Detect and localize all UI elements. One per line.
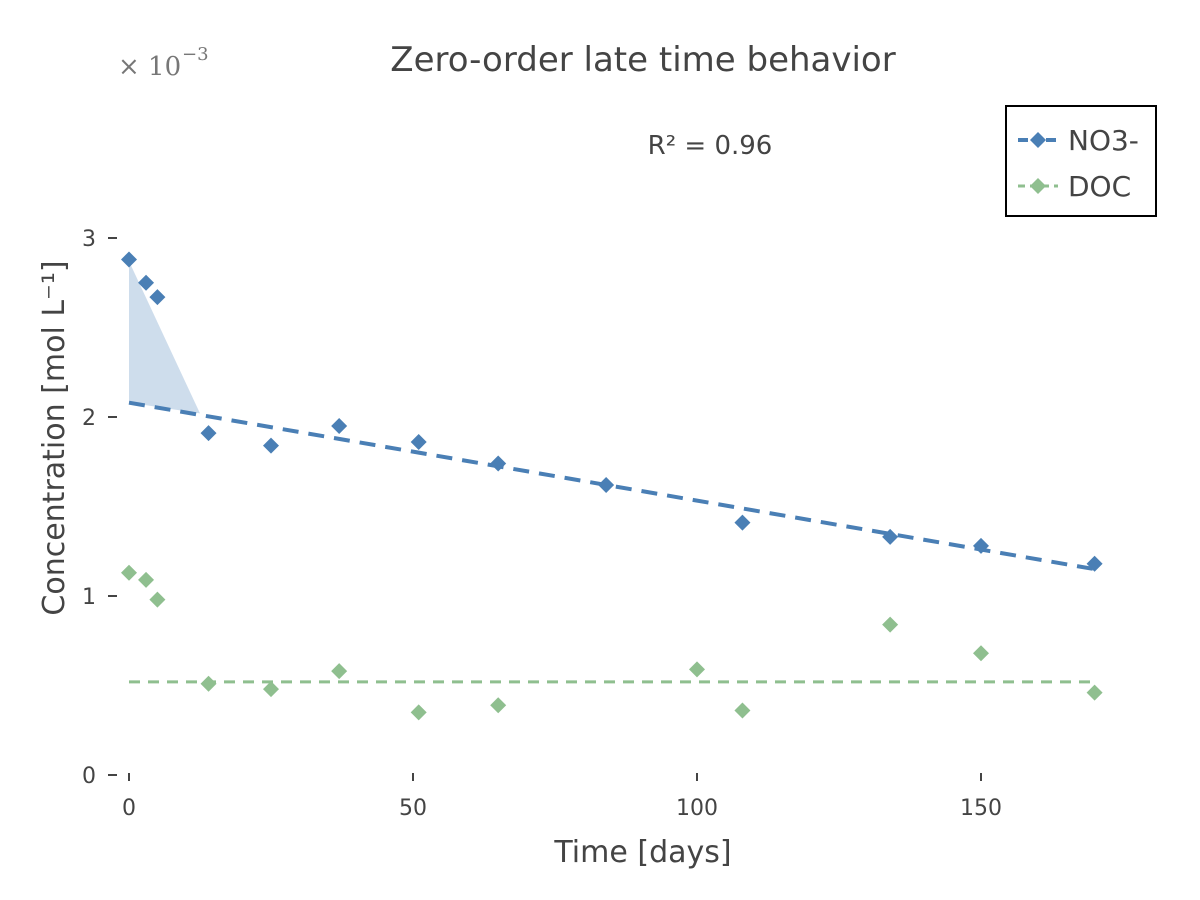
- no3-point-1: [138, 274, 155, 291]
- no3-point-2: [149, 289, 166, 306]
- doc-point-3: [200, 675, 217, 692]
- x-axis-label: Time [days]: [553, 835, 731, 870]
- x-axis: 0 50 100 150: [122, 773, 1002, 821]
- legend: NO3- DOC: [1005, 105, 1157, 217]
- y-axis-label: Concentration [mol L⁻¹]: [37, 260, 72, 615]
- y-tick-label-2: 2: [82, 406, 96, 431]
- y-multiplier-exponent: −3: [182, 44, 209, 65]
- doc-point-2: [149, 591, 166, 608]
- no3-point-0: [121, 251, 137, 268]
- y-axis: 0 1 2 3: [82, 227, 117, 789]
- doc-point-11: [973, 645, 989, 662]
- no3-point-9: [734, 514, 751, 531]
- doc-point-6: [410, 704, 427, 721]
- x-tick-label-150: 150: [960, 796, 1002, 821]
- no3-point-4: [263, 437, 279, 454]
- y-tick-label-0: 0: [82, 764, 96, 789]
- doc-point-10: [882, 616, 899, 633]
- legend-label-no3: NO3-: [1068, 124, 1139, 157]
- no3-shaded-region: [129, 261, 200, 414]
- doc-point-7: [490, 697, 507, 714]
- no3-point-5: [331, 417, 348, 434]
- doc-point-12: [1086, 684, 1103, 701]
- y-tick-label-3: 3: [82, 227, 96, 252]
- doc-point-8: [689, 661, 705, 678]
- legend-label-doc: DOC: [1068, 170, 1131, 203]
- legend-items: NO3- DOC: [1018, 124, 1139, 203]
- no3-point-8: [598, 477, 615, 494]
- legend-marker-doc: [1030, 178, 1046, 194]
- x-tick-label-0: 0: [122, 796, 136, 821]
- no3-point-12: [1086, 555, 1103, 572]
- plot-area: [121, 251, 1103, 721]
- doc-point-0: [121, 564, 137, 581]
- no3-fit-line: [128, 400, 1095, 572]
- doc-point-5: [331, 663, 348, 680]
- no3-point-7: [490, 455, 507, 472]
- y-tick-label-1: 1: [82, 585, 96, 610]
- no3-point-3: [200, 425, 217, 442]
- y-multiplier: × 10 −3: [118, 44, 209, 82]
- doc-point-1: [138, 571, 155, 588]
- chart-title: Zero-order late time behavior: [390, 40, 895, 80]
- x-tick-label-100: 100: [676, 796, 718, 821]
- legend-marker-no3: [1030, 132, 1046, 148]
- doc-point-9: [734, 702, 751, 719]
- doc-point-4: [263, 681, 279, 698]
- y-multiplier-base: × 10: [118, 52, 181, 82]
- no3-point-10: [882, 528, 899, 545]
- no3-point-6: [410, 434, 427, 451]
- x-tick-label-50: 50: [399, 796, 427, 821]
- r-squared-annotation: R² = 0.96: [648, 131, 773, 161]
- no3-point-11: [973, 537, 989, 554]
- legend-box: [1005, 105, 1157, 217]
